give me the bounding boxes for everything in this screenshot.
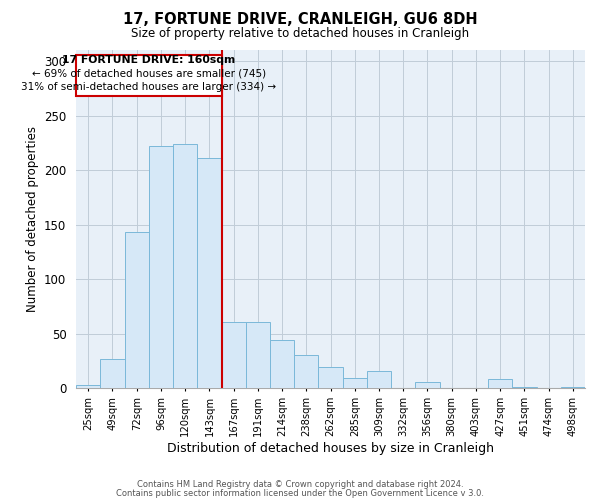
FancyBboxPatch shape <box>76 56 221 96</box>
Text: Contains HM Land Registry data © Crown copyright and database right 2024.: Contains HM Land Registry data © Crown c… <box>137 480 463 489</box>
Bar <box>76 385 100 388</box>
Bar <box>173 144 197 388</box>
Y-axis label: Number of detached properties: Number of detached properties <box>26 126 38 312</box>
Bar <box>270 340 294 388</box>
Text: 31% of semi-detached houses are larger (334) →: 31% of semi-detached houses are larger (… <box>21 82 277 92</box>
Bar <box>343 378 367 388</box>
Bar <box>221 322 246 388</box>
Text: 17, FORTUNE DRIVE, CRANLEIGH, GU6 8DH: 17, FORTUNE DRIVE, CRANLEIGH, GU6 8DH <box>122 12 478 28</box>
Text: 17 FORTUNE DRIVE: 160sqm: 17 FORTUNE DRIVE: 160sqm <box>62 55 235 65</box>
Bar <box>319 366 343 388</box>
Text: ← 69% of detached houses are smaller (745): ← 69% of detached houses are smaller (74… <box>32 68 266 78</box>
Bar <box>415 382 440 388</box>
X-axis label: Distribution of detached houses by size in Cranleigh: Distribution of detached houses by size … <box>167 442 494 455</box>
Bar <box>197 158 221 388</box>
Bar <box>125 232 149 388</box>
Bar <box>246 322 270 388</box>
Bar <box>294 354 319 388</box>
Bar <box>149 146 173 388</box>
Bar <box>100 359 125 388</box>
Bar <box>488 378 512 388</box>
Bar <box>367 371 391 388</box>
Text: Size of property relative to detached houses in Cranleigh: Size of property relative to detached ho… <box>131 28 469 40</box>
Text: Contains public sector information licensed under the Open Government Licence v : Contains public sector information licen… <box>116 488 484 498</box>
